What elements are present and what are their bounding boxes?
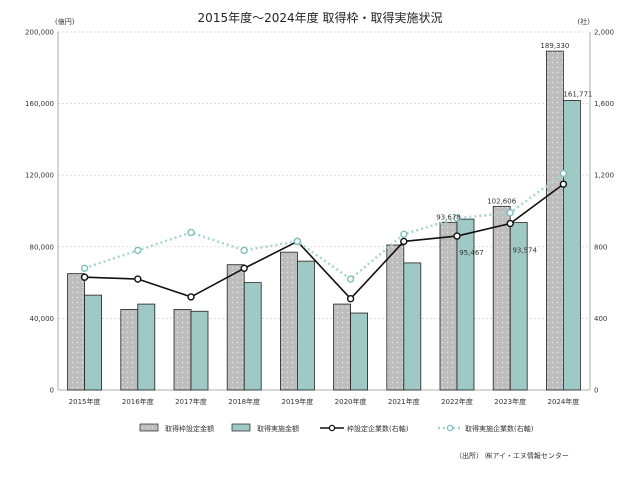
- bar-executed-amount: [243, 282, 262, 391]
- legend-label: 枠設定企業数(右軸): [347, 424, 409, 433]
- point-executed-companies: [80, 264, 89, 272]
- y-tick-right-label: 1,600: [594, 100, 614, 108]
- y-tick-right-label: 1,200: [594, 172, 614, 180]
- point-frame-companies: [80, 273, 89, 281]
- data-label: 161,771: [563, 90, 592, 98]
- y-tick-left-label: 200,000: [25, 29, 54, 37]
- point-executed-companies: [346, 275, 355, 283]
- bar-executed-amount: [296, 260, 315, 391]
- point-frame-companies: [134, 275, 142, 283]
- data-label: 102,606: [487, 197, 516, 205]
- bar-executed-amount: [456, 218, 475, 391]
- point-executed-companies: [134, 246, 142, 255]
- source-note: （出所） ㈱アイ・エヌ情報センター: [455, 451, 569, 460]
- y-tick-right-label: 2,000: [594, 29, 614, 37]
- point-frame-companies: [453, 232, 461, 240]
- x-tick-label: 2019年度: [281, 397, 313, 406]
- point-frame-companies: [187, 293, 195, 301]
- point-executed-companies: [506, 209, 514, 217]
- point-executed-companies: [453, 214, 461, 222]
- x-tick-label: 2021年度: [388, 397, 420, 406]
- line-frame-companies: [84, 183, 564, 300]
- bar-executed-amount: [190, 310, 209, 391]
- data-label: 189,330: [540, 42, 569, 50]
- bar-executed-amount: [137, 303, 156, 391]
- point-frame-companies: [559, 180, 568, 188]
- bar-frame-amount: [120, 309, 139, 391]
- y-tick-left-label: 0: [50, 387, 54, 395]
- bar-frame-amount: [439, 221, 458, 391]
- y-tick-right-label: 400: [594, 315, 607, 323]
- bar-executed-amount: [509, 222, 528, 391]
- legend-marker: [328, 424, 336, 432]
- bar-frame-amount: [546, 50, 564, 391]
- data-label: 93,678: [436, 213, 461, 221]
- x-tick-label: 2023年度: [494, 397, 526, 406]
- y-tick-right-label: 800: [594, 243, 607, 251]
- right-axis-unit: (社): [578, 17, 591, 26]
- point-executed-companies: [400, 230, 408, 238]
- legend-label: 取得実施金額: [257, 424, 299, 433]
- y-tick-left-label: 120,000: [25, 172, 54, 180]
- y-tick-left-label: 40,000: [30, 315, 55, 323]
- point-frame-companies: [346, 295, 355, 303]
- point-executed-companies: [559, 169, 568, 178]
- y-tick-left-label: 160,000: [25, 100, 54, 108]
- legend-swatch: [231, 423, 251, 432]
- data-label: 95,467: [459, 249, 484, 257]
- x-tick-label: 2020年度: [335, 397, 367, 406]
- bar-frame-amount: [333, 303, 352, 391]
- x-tick-label: 2015年度: [69, 397, 101, 406]
- point-frame-companies: [506, 219, 514, 228]
- bar-executed-amount: [563, 100, 581, 391]
- x-tick-label: 2018年度: [228, 397, 260, 406]
- legend-label: 取得実施企業数(右軸): [465, 424, 534, 433]
- y-tick-right-label: 0: [594, 387, 598, 395]
- legend-marker: [446, 424, 454, 432]
- x-tick-label: 2022年度: [441, 397, 473, 406]
- bar-executed-amount: [84, 294, 102, 391]
- x-tick-label: 2024年度: [547, 397, 579, 406]
- point-executed-companies: [240, 246, 248, 255]
- bar-frame-amount: [226, 264, 245, 391]
- legend-label: 取得枠設定金額: [165, 424, 214, 433]
- bar-frame-amount: [173, 309, 192, 391]
- bar-frame-amount: [279, 251, 298, 391]
- y-tick-left-label: 80,000: [30, 243, 55, 251]
- bar-executed-amount: [403, 262, 422, 391]
- line-executed-companies: [84, 172, 565, 281]
- bar-frame-amount: [386, 244, 405, 391]
- data-label: 93,574: [512, 247, 537, 255]
- legend-swatch: [139, 423, 159, 432]
- point-frame-companies: [400, 237, 408, 246]
- point-executed-companies: [187, 228, 195, 237]
- bar-frame-amount: [67, 273, 85, 391]
- bar-frame-amount: [492, 205, 511, 391]
- x-tick-label: 2017年度: [175, 397, 207, 406]
- bar-executed-amount: [350, 312, 369, 391]
- x-tick-label: 2016年度: [122, 397, 154, 406]
- point-executed-companies: [293, 237, 302, 246]
- point-frame-companies: [240, 264, 248, 272]
- left-axis-unit: (億円): [55, 17, 75, 26]
- chart-title: 2015年度～2024年度 取得枠・取得実施状況: [198, 10, 443, 25]
